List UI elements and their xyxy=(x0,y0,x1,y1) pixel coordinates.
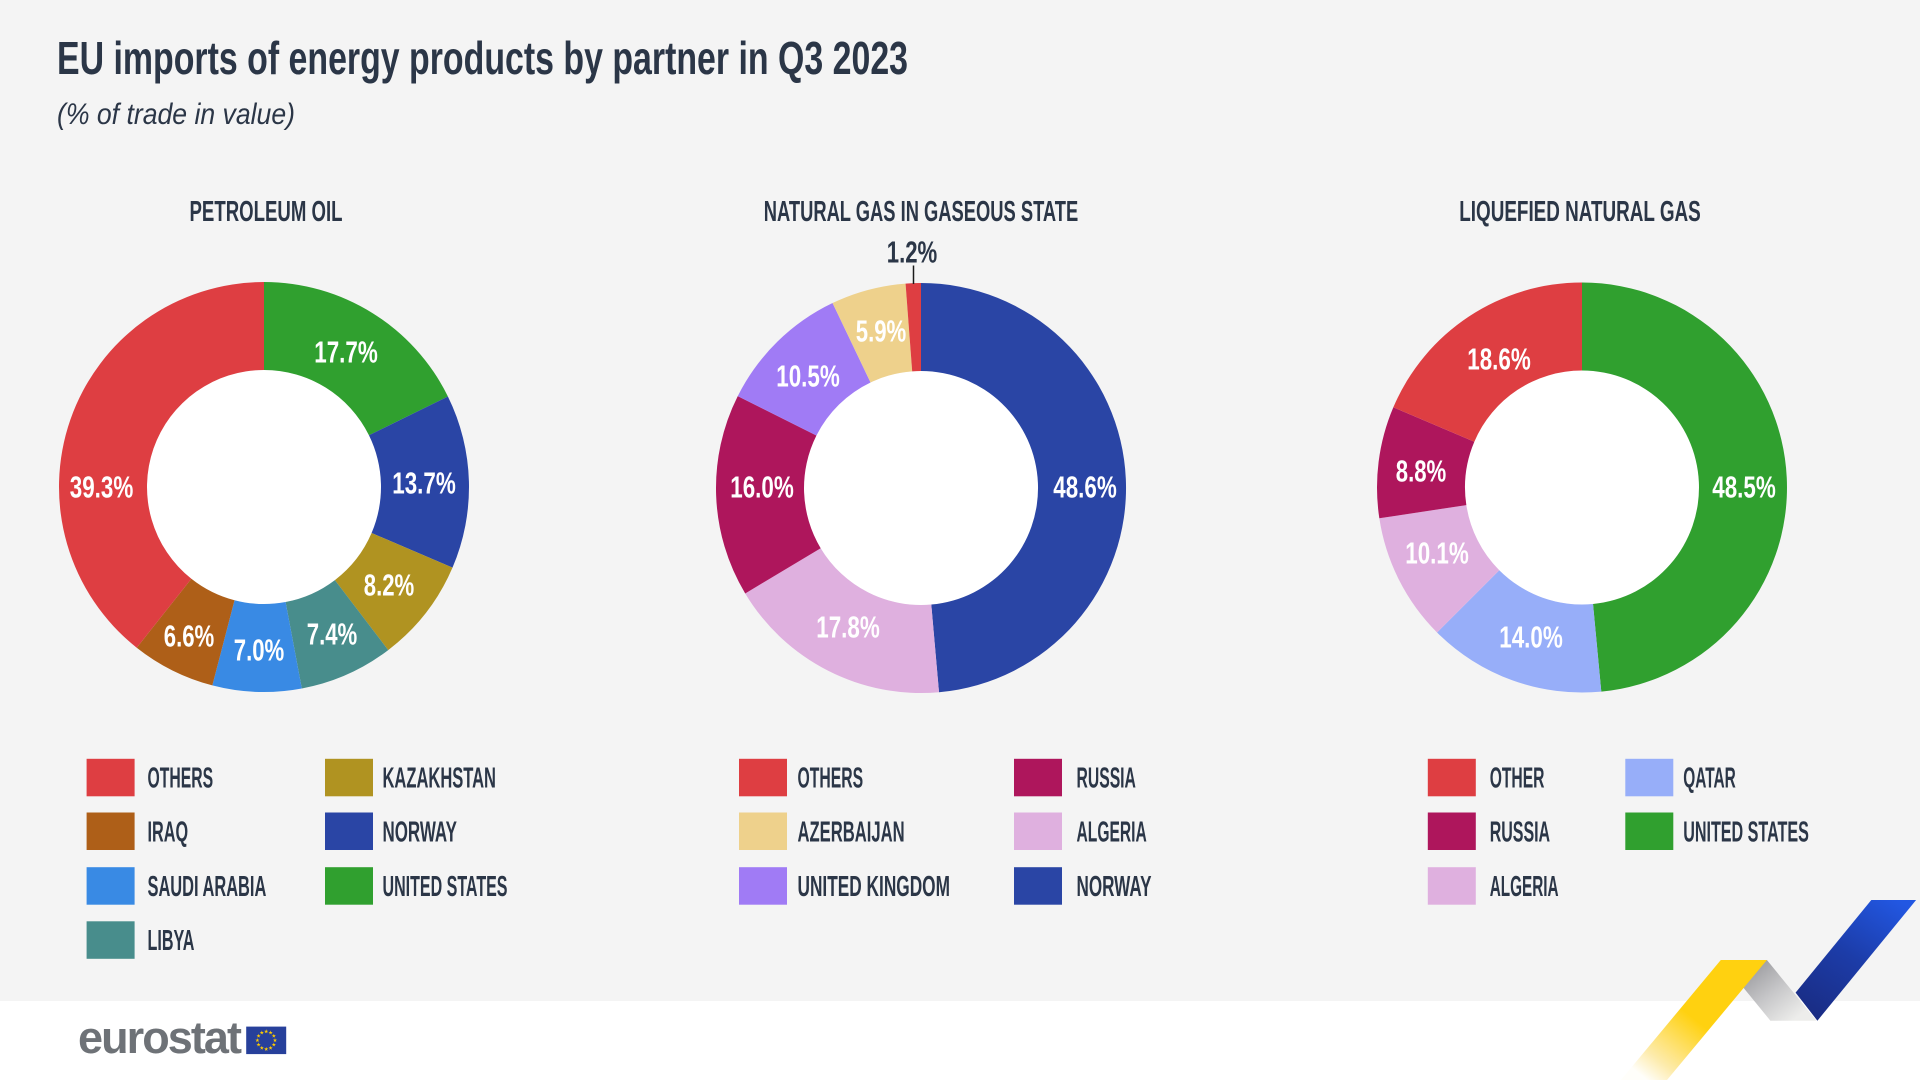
svg-text:10.1%: 10.1% xyxy=(1405,536,1469,571)
svg-text:(% of trade in value): (% of trade in value) xyxy=(57,98,295,131)
svg-text:6.6%: 6.6% xyxy=(164,619,215,654)
svg-text:QATAR: QATAR xyxy=(1683,763,1736,795)
svg-text:8.8%: 8.8% xyxy=(1396,454,1447,489)
svg-text:EU imports of energy products: EU imports of energy products by partner… xyxy=(57,32,908,84)
svg-text:5.9%: 5.9% xyxy=(856,314,907,349)
svg-text:SAUDI ARABIA: SAUDI ARABIA xyxy=(148,871,267,903)
svg-text:17.8%: 17.8% xyxy=(816,610,880,645)
svg-text:IRAQ: IRAQ xyxy=(148,816,189,848)
svg-text:LIQUEFIED NATURAL GAS: LIQUEFIED NATURAL GAS xyxy=(1459,196,1701,228)
svg-text:OTHERS: OTHERS xyxy=(148,763,214,795)
svg-text:PETROLEUM OIL: PETROLEUM OIL xyxy=(190,196,343,228)
svg-text:UNITED KINGDOM: UNITED KINGDOM xyxy=(798,871,951,903)
svg-text:10.5%: 10.5% xyxy=(776,359,840,394)
svg-text:17.7%: 17.7% xyxy=(314,335,378,370)
svg-text:UNITED STATES: UNITED STATES xyxy=(383,871,508,903)
svg-text:LIBYA: LIBYA xyxy=(148,925,195,957)
svg-text:14.0%: 14.0% xyxy=(1499,620,1563,655)
svg-text:48.5%: 48.5% xyxy=(1712,470,1776,505)
svg-text:eurostat: eurostat xyxy=(78,1012,242,1063)
svg-text:16.0%: 16.0% xyxy=(730,470,794,505)
svg-text:ALGERIA: ALGERIA xyxy=(1490,871,1559,903)
svg-text:AZERBAIJAN: AZERBAIJAN xyxy=(798,816,905,848)
svg-text:RUSSIA: RUSSIA xyxy=(1077,763,1136,795)
svg-text:18.6%: 18.6% xyxy=(1467,342,1531,377)
svg-text:UNITED STATES: UNITED STATES xyxy=(1683,816,1809,848)
svg-text:KAZAKHSTAN: KAZAKHSTAN xyxy=(383,763,497,795)
svg-text:13.7%: 13.7% xyxy=(392,466,456,501)
svg-text:OTHER: OTHER xyxy=(1490,763,1545,795)
svg-text:8.2%: 8.2% xyxy=(364,568,415,603)
svg-text:RUSSIA: RUSSIA xyxy=(1490,816,1550,848)
svg-text:7.4%: 7.4% xyxy=(307,617,358,652)
svg-text:48.6%: 48.6% xyxy=(1053,470,1117,505)
svg-text:ALGERIA: ALGERIA xyxy=(1077,816,1147,848)
svg-text:39.3%: 39.3% xyxy=(70,470,134,505)
svg-text:NORWAY: NORWAY xyxy=(1077,871,1152,903)
svg-text:NORWAY: NORWAY xyxy=(383,816,457,848)
svg-text:OTHERS: OTHERS xyxy=(798,763,864,795)
svg-text:1.2%: 1.2% xyxy=(887,235,938,270)
svg-text:NATURAL GAS IN GASEOUS STATE: NATURAL GAS IN GASEOUS STATE xyxy=(764,196,1079,228)
svg-text:7.0%: 7.0% xyxy=(234,633,285,668)
